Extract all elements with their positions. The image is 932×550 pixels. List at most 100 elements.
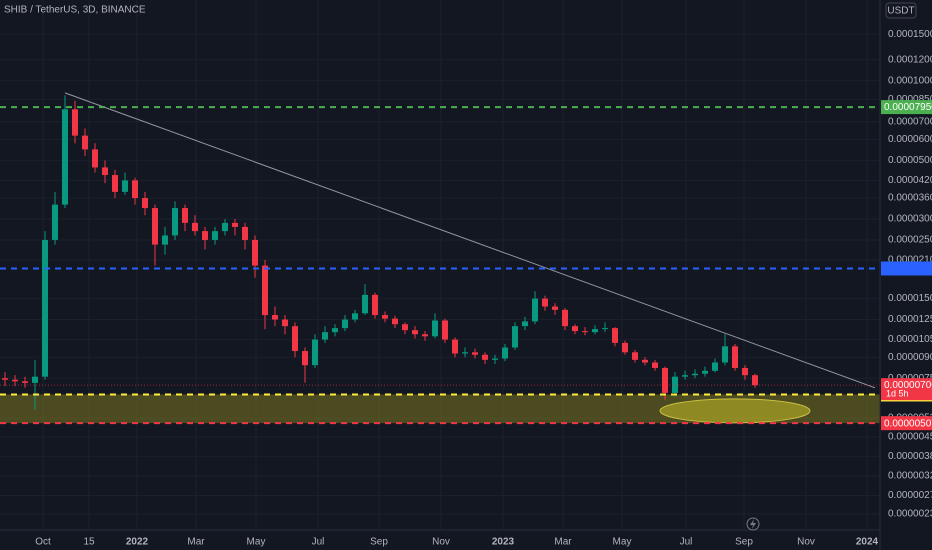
- candle-body: [242, 226, 248, 240]
- candle-body: [142, 198, 148, 209]
- candle-body: [92, 149, 98, 168]
- level-label: 0.00000507: [884, 418, 932, 429]
- candle-body: [412, 330, 418, 335]
- currency-button[interactable]: [885, 2, 917, 19]
- candle-body: [172, 208, 178, 236]
- candle-body: [742, 367, 748, 376]
- candle-body: [602, 328, 608, 330]
- candle-body: [192, 222, 198, 232]
- candle-body: [522, 321, 528, 327]
- x-tick-label: Nov: [432, 537, 450, 548]
- candle-body: [372, 294, 378, 316]
- candle-body: [472, 352, 478, 355]
- lightning-icon[interactable]: [746, 517, 760, 531]
- x-tick-label: May: [247, 537, 266, 548]
- candle-body: [492, 358, 498, 360]
- candle-body: [292, 326, 298, 352]
- y-tick-label: 0.00010000: [888, 75, 932, 86]
- x-tick-label: Jul: [312, 537, 325, 548]
- candle-body: [612, 328, 618, 343]
- candle-body: [2, 378, 8, 380]
- candle-body: [512, 326, 518, 348]
- candle-body: [632, 352, 638, 360]
- x-tick-label: Mar: [554, 537, 572, 548]
- y-tick-label: 0.00007000: [888, 116, 932, 127]
- level-label: 0.00007950: [884, 102, 932, 113]
- y-tick-label: 0.00000270: [888, 490, 932, 501]
- candle-body: [12, 379, 18, 382]
- candle-body: [432, 320, 438, 337]
- candle-body: [622, 342, 628, 353]
- y-tick-label: 0.00012000: [888, 54, 932, 65]
- candle-body: [182, 208, 188, 223]
- x-tick-label: Oct: [35, 537, 51, 548]
- x-tick-label: 2023: [492, 537, 515, 548]
- candle-body: [122, 180, 128, 192]
- last-price-box: [881, 378, 932, 401]
- candle-body: [152, 208, 158, 245]
- candle-body: [302, 351, 308, 366]
- candle-body: [582, 331, 588, 333]
- y-tick-label: 0.00015000: [888, 29, 932, 40]
- candle-body: [722, 346, 728, 363]
- candle-body: [352, 313, 358, 320]
- candle-body: [112, 175, 118, 192]
- candle-body: [422, 334, 428, 337]
- candle-body: [362, 294, 368, 314]
- last-price-countdown: 1d 5h: [886, 389, 909, 399]
- candle-body: [502, 347, 508, 359]
- candle-body: [342, 319, 348, 329]
- candle-body: [252, 239, 258, 266]
- x-tick-label: 15: [83, 537, 95, 548]
- x-tick-label: Nov: [797, 537, 815, 548]
- y-tick-label: 0.00000320: [888, 471, 932, 482]
- candle-body: [562, 309, 568, 327]
- candle-body: [692, 373, 698, 376]
- candle-body: [702, 370, 708, 374]
- y-tick-label: 0.00008500: [888, 94, 932, 105]
- chart-title: SHIB / TetherUS, 3D, BINANCE: [4, 5, 146, 16]
- candle-body: [262, 265, 268, 316]
- candle-body: [102, 167, 108, 176]
- candle-body: [382, 315, 388, 319]
- candle-body: [402, 324, 408, 331]
- candle-body: [712, 362, 718, 371]
- currency-label[interactable]: USDT: [887, 6, 914, 17]
- level-label-box: [881, 100, 932, 115]
- candle-body: [532, 298, 538, 322]
- candle-body: [592, 329, 598, 333]
- candle-body: [752, 375, 758, 386]
- candle-body: [452, 339, 458, 354]
- level-label-box: [881, 261, 932, 276]
- candle-body: [202, 231, 208, 240]
- x-tick-label: May: [613, 537, 632, 548]
- candle-body: [222, 222, 228, 232]
- x-tick-label: Sep: [735, 537, 753, 548]
- y-tick-label: 0.00002100: [888, 255, 932, 266]
- candle-body: [212, 231, 218, 240]
- candle-body: [42, 239, 48, 377]
- candle-body: [462, 352, 468, 354]
- candle-body: [732, 346, 738, 368]
- highlight-ellipse: [659, 398, 811, 424]
- level-label-box: [881, 416, 932, 431]
- y-tick-label: 0.00001250: [888, 314, 932, 325]
- candle-body: [482, 354, 488, 360]
- x-tick-label: Jul: [680, 537, 693, 548]
- candle-body: [682, 375, 688, 377]
- x-tick-label: Mar: [187, 537, 205, 548]
- candle-body: [662, 367, 668, 393]
- y-tick-label: 0.00000900: [888, 352, 932, 363]
- candle-body: [312, 339, 318, 366]
- y-tick-label: 0.00001050: [888, 334, 932, 345]
- y-tick-label: 0.00003000: [888, 214, 932, 225]
- last-price-label: 0.00000706: [884, 380, 932, 391]
- y-tick-label: 0.00001500: [888, 293, 932, 304]
- candle-body: [542, 298, 548, 307]
- trendline: [64, 92, 876, 389]
- candle-body: [62, 109, 68, 205]
- candle-body: [282, 319, 288, 327]
- x-tick-label: 2024: [856, 537, 879, 548]
- candle-body: [642, 359, 648, 363]
